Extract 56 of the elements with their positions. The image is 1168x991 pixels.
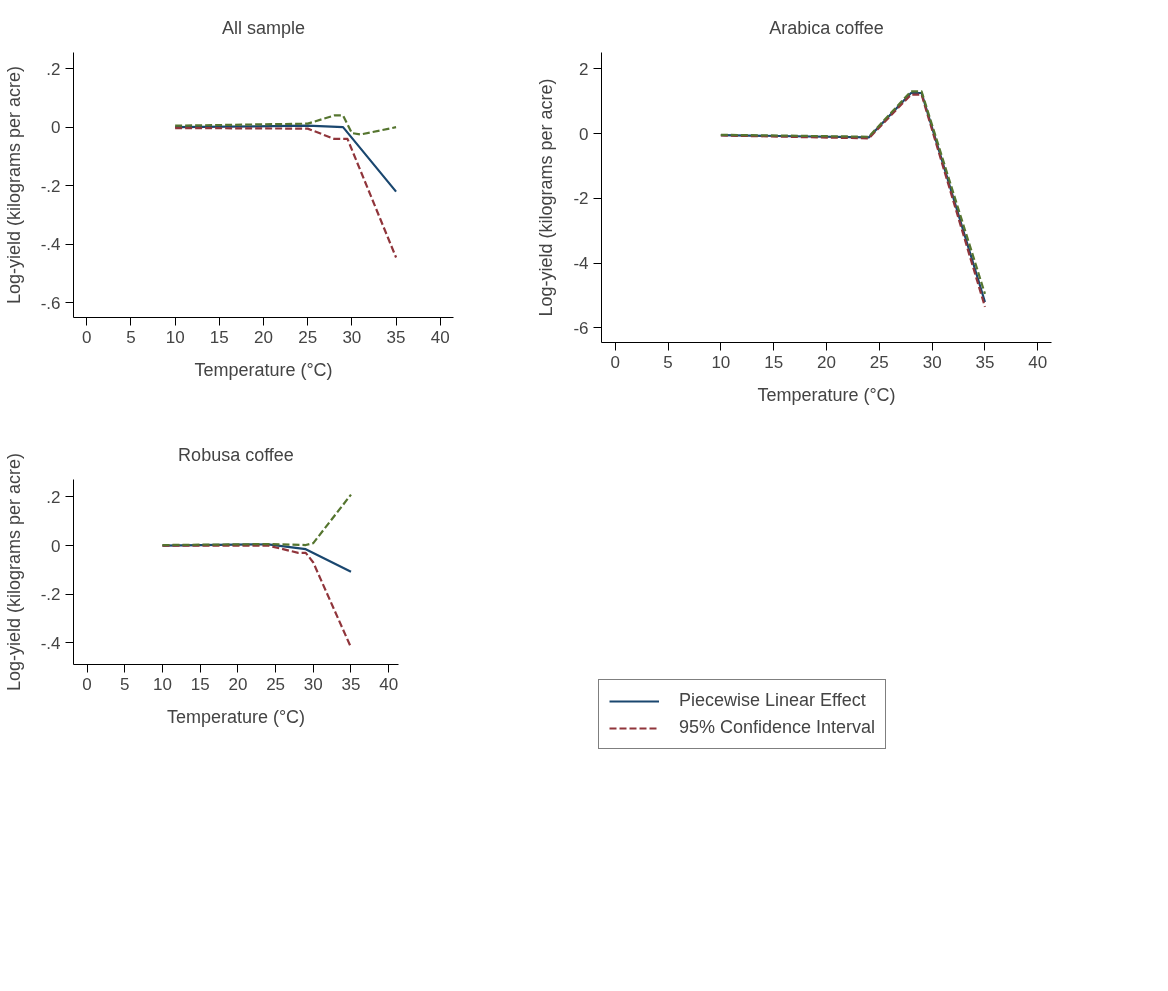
legend-label: Piecewise Linear Effect [679, 690, 866, 711]
y-tick-label: 2 [579, 59, 589, 79]
y-tick-label: -.2 [40, 585, 61, 605]
x-axis-title: Temperature (°C) [757, 384, 896, 405]
line-series [161, 493, 353, 547]
x-tick-label: 35 [386, 327, 406, 347]
y-tick-label: 0 [51, 536, 61, 556]
x-tick-label: 15 [190, 674, 210, 694]
x-tick-label: 40 [1028, 352, 1048, 372]
line-series [161, 544, 353, 649]
x-tick-label: 10 [153, 674, 172, 694]
x-tick-label: 30 [922, 352, 942, 372]
x-axis-title: Temperature (°C) [166, 706, 306, 727]
x-tick-label: 10 [711, 352, 731, 372]
legend-label: 95% Confidence Interval [679, 717, 876, 738]
y-tick-label: -2 [573, 189, 589, 209]
x-tick-label: 0 [82, 674, 92, 694]
line-series [174, 126, 398, 259]
x-tick-label: 35 [975, 352, 995, 372]
x-tick-label: 25 [266, 674, 286, 694]
x-axis-title: Temperature (°C) [194, 359, 333, 380]
x-tick-label: 40 [379, 674, 399, 694]
y-tick-label: -.4 [40, 633, 61, 653]
y-axis-title: Log-yield (kilograms per acre) [3, 452, 24, 692]
x-tick-label: 25 [298, 327, 318, 347]
chart-title: All sample [221, 17, 306, 38]
y-tick-label: 0 [579, 124, 589, 144]
y-tick-label: .2 [46, 59, 61, 79]
x-tick-label: 0 [82, 327, 92, 347]
y-tick-label: .2 [46, 487, 61, 507]
x-tick-label: 20 [228, 674, 248, 694]
line-series [174, 114, 398, 136]
x-tick-label: 0 [610, 352, 620, 372]
chart-title: Arabica coffee [769, 17, 884, 38]
x-tick-label: 40 [430, 327, 450, 347]
x-tick-label: 20 [817, 352, 836, 372]
y-tick-label: -.4 [40, 235, 61, 255]
y-tick-label: -6 [573, 318, 589, 338]
y-axis-title: Log-yield (kilograms per acre) [536, 78, 557, 317]
x-tick-label: 35 [341, 674, 361, 694]
y-axis-title: Log-yield (kilograms per acre) [3, 65, 24, 305]
x-tick-label: 5 [663, 352, 673, 372]
x-tick-label: 25 [869, 352, 889, 372]
x-tick-label: 5 [120, 674, 130, 694]
x-tick-label: 15 [209, 327, 229, 347]
chart-title: Robusa coffee [178, 444, 294, 465]
x-tick-label: 10 [165, 327, 185, 347]
y-tick-label: -.6 [40, 293, 61, 313]
x-tick-label: 30 [303, 674, 323, 694]
x-tick-label: 15 [764, 352, 784, 372]
x-tick-label: 5 [126, 327, 136, 347]
y-tick-label: -.2 [40, 176, 61, 196]
x-tick-label: 20 [254, 327, 273, 347]
x-tick-label: 30 [342, 327, 362, 347]
y-tick-label: -4 [573, 254, 589, 274]
y-tick-label: 0 [51, 118, 61, 138]
